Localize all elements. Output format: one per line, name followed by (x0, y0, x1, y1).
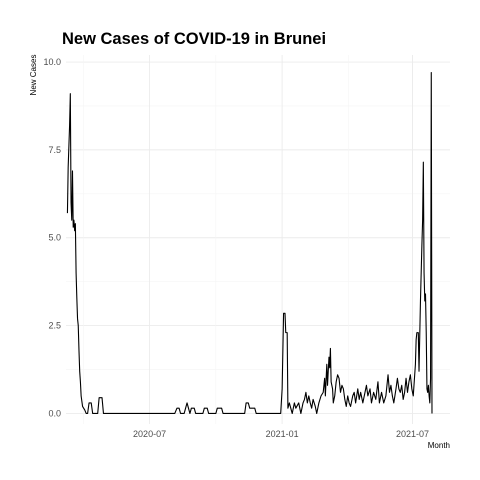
y-tick-label: 10.0 (43, 57, 61, 67)
y-tick-label: 0.0 (48, 408, 61, 418)
series-line (66, 72, 433, 415)
x-tick-label: 2021-07 (396, 429, 429, 439)
grid (66, 55, 450, 424)
y-axis-label: New Cases (29, 55, 38, 96)
x-tick-label: 2020-07 (133, 429, 166, 439)
x-axis-label: Month (428, 441, 450, 450)
x-tick-label: 2021-01 (266, 429, 299, 439)
y-tick-label: 2.5 (48, 321, 61, 331)
tick-labels: 0.0 2.5 5.0 7.5 10.0 2020-07 2021-01 2021-07 (43, 57, 429, 439)
y-tick-label: 7.5 (48, 145, 61, 155)
y-tick-label: 5.0 (48, 233, 61, 243)
chart-title: New Cases of COVID-19 in Brunei (62, 30, 326, 48)
